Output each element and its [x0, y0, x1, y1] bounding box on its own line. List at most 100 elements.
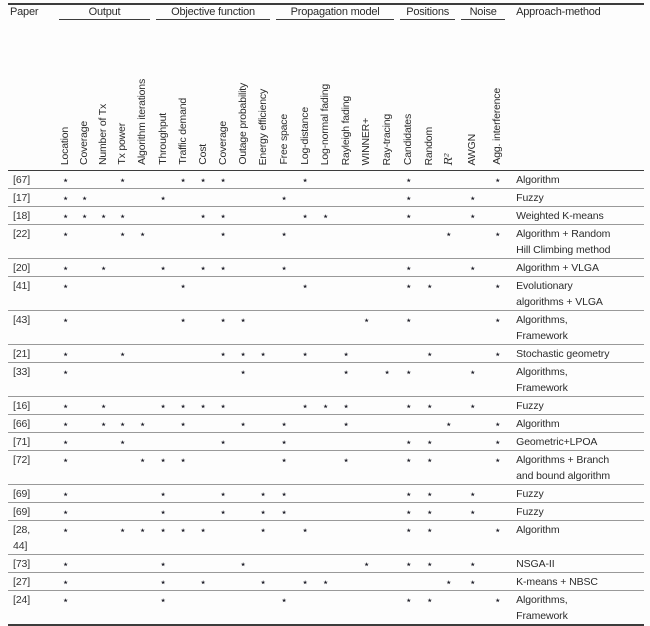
empty-cell — [113, 573, 132, 591]
empty-cell — [487, 397, 508, 415]
paper-comparison-table: Paper Output Objective function Propagation… — [8, 3, 645, 626]
empty-cell — [315, 521, 336, 555]
star-icon: ⋆ — [159, 487, 167, 501]
empty-cell — [273, 521, 295, 555]
empty-cell — [336, 207, 356, 225]
star-icon: ⋆ — [179, 173, 187, 187]
approach-line: Geometric+LPOA — [516, 436, 598, 448]
rotated-column-label: WINNER+ — [360, 117, 373, 165]
rotated-column-label: Traffic demand — [176, 98, 189, 165]
paper-ref: [28, 44] — [8, 521, 56, 555]
rotated-column-label: Throughput — [156, 113, 169, 165]
empty-cell — [295, 225, 315, 259]
star-icon: ⋆ — [138, 227, 147, 241]
star-icon: ⋆ — [80, 209, 89, 223]
paper-ref: [27] — [8, 573, 56, 591]
empty-cell — [439, 485, 458, 503]
empty-cell — [377, 415, 397, 433]
empty-cell — [94, 225, 113, 259]
star-icon: ⋆ — [179, 399, 187, 413]
star-icon: ⋆ — [219, 227, 227, 241]
star-cell: ⋆ — [213, 485, 233, 503]
column-header-number-of-tx: Number of Tx — [94, 25, 113, 171]
star-cell: ⋆ — [273, 225, 295, 259]
star-icon: ⋆ — [118, 227, 127, 241]
star-cell: ⋆ — [153, 555, 173, 573]
star-cell: ⋆ — [458, 363, 487, 397]
star-cell: ⋆ — [94, 415, 113, 433]
empty-cell — [315, 345, 336, 363]
paper-line: [67] — [13, 174, 31, 186]
group-label: Noise — [469, 6, 497, 18]
star-icon: ⋆ — [259, 347, 267, 361]
star-icon: ⋆ — [99, 209, 108, 223]
star-cell: ⋆ — [397, 433, 420, 451]
approach-line: Weighted K-means — [516, 210, 604, 222]
star-icon: ⋆ — [138, 417, 147, 431]
column-header-ray-tracing: Ray-tracing — [377, 25, 397, 171]
empty-cell — [113, 555, 132, 573]
empty-cell — [253, 225, 273, 259]
group-label: Propagation model — [290, 6, 380, 18]
star-cell: ⋆ — [397, 485, 420, 503]
star-icon: ⋆ — [494, 593, 502, 607]
approach-line: Algorithm + Random — [516, 228, 611, 240]
star-cell: ⋆ — [56, 591, 75, 626]
star-icon: ⋆ — [239, 557, 247, 571]
empty-cell — [253, 433, 273, 451]
empty-cell — [315, 555, 336, 573]
empty-cell — [315, 451, 336, 485]
star-icon: ⋆ — [239, 347, 247, 361]
approach-line: Stochastic geometry — [516, 348, 610, 360]
star-cell: ⋆ — [233, 415, 253, 433]
empty-cell — [233, 207, 253, 225]
star-cell: ⋆ — [397, 451, 420, 485]
empty-cell — [420, 189, 439, 207]
rotated-column-label: Ray-tracing — [380, 113, 393, 165]
empty-cell — [420, 259, 439, 277]
star-icon: ⋆ — [280, 417, 288, 431]
star-cell: ⋆ — [132, 521, 153, 555]
empty-cell — [193, 591, 213, 626]
empty-cell — [193, 363, 213, 397]
empty-cell — [113, 451, 132, 485]
empty-cell — [273, 363, 295, 397]
empty-cell — [356, 397, 377, 415]
star-icon: ⋆ — [280, 487, 288, 501]
star-icon: ⋆ — [426, 279, 434, 293]
paper-ref: [71] — [8, 433, 56, 451]
paper-ref: [33] — [8, 363, 56, 397]
star-icon: ⋆ — [61, 209, 70, 223]
star-cell: ⋆ — [439, 573, 458, 591]
empty-cell — [75, 521, 94, 555]
empty-cell — [356, 415, 377, 433]
group-label: Paper — [10, 6, 39, 18]
paper-line: [18] — [13, 210, 31, 222]
empty-cell — [132, 259, 153, 277]
rotated-column-label: Log-distance — [298, 107, 311, 165]
empty-cell — [295, 591, 315, 626]
table-row: [41] ⋆ ⋆ ⋆ ⋆ ⋆ ⋆ Evolutionary algorithms + VLGA — [8, 277, 645, 311]
empty-cell — [132, 277, 153, 311]
empty-cell — [439, 311, 458, 345]
approach-line: Fuzzy — [516, 506, 544, 518]
empty-cell — [420, 225, 439, 259]
star-cell: ⋆ — [420, 485, 439, 503]
star-icon: ⋆ — [219, 313, 227, 327]
empty-cell — [356, 345, 377, 363]
empty-cell — [173, 345, 193, 363]
star-cell: ⋆ — [56, 415, 75, 433]
star-icon: ⋆ — [159, 575, 167, 589]
empty-cell — [336, 311, 356, 345]
star-icon: ⋆ — [219, 209, 227, 223]
paper-ref: [22] — [8, 225, 56, 259]
star-icon: ⋆ — [426, 399, 434, 413]
star-cell: ⋆ — [273, 415, 295, 433]
empty-cell — [253, 591, 273, 626]
star-icon: ⋆ — [494, 279, 502, 293]
star-icon: ⋆ — [362, 557, 371, 571]
star-icon: ⋆ — [61, 279, 70, 293]
empty-cell — [377, 225, 397, 259]
empty-cell — [356, 207, 377, 225]
empty-cell — [153, 345, 173, 363]
